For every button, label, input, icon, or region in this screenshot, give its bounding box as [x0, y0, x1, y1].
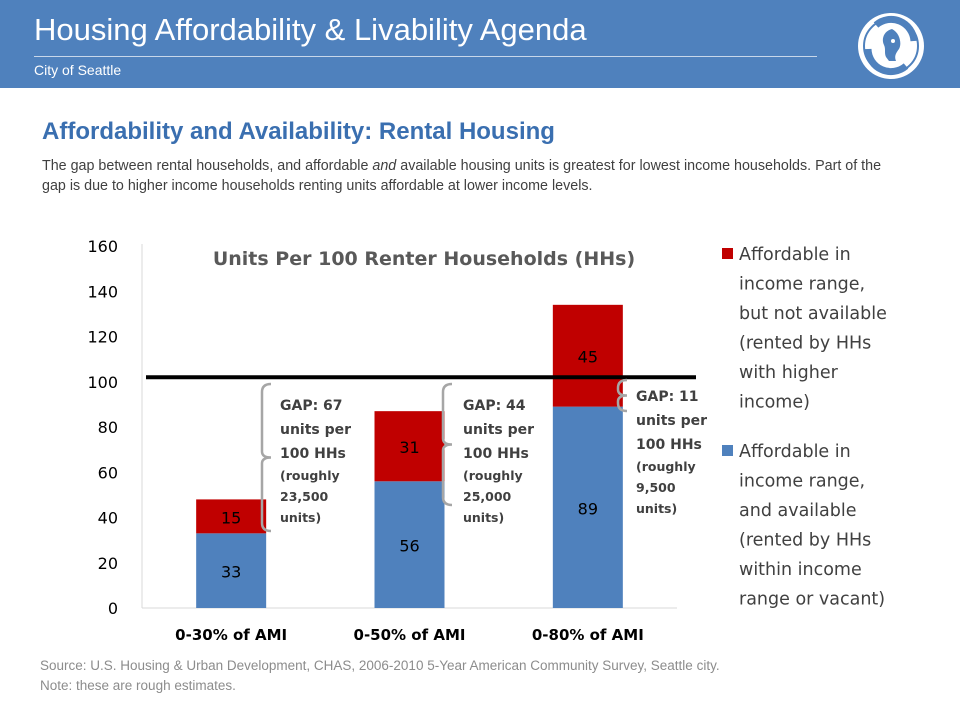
legend-label-line: within income	[739, 560, 862, 580]
legend-label-line: income range,	[739, 472, 865, 492]
legend-label-line: Affordable in	[739, 442, 851, 462]
gap-brace	[616, 378, 628, 413]
gap-brace	[441, 382, 453, 507]
gap-annotation-line: 100 HHs	[636, 437, 702, 453]
y-tick-label: 0	[108, 599, 118, 618]
header-title: Housing Affordability & Livability Agend…	[34, 12, 587, 47]
intro-text-end: available housing units is greatest for …	[42, 158, 882, 194]
gap-annotation-line: (roughly	[636, 459, 696, 474]
header-divider	[34, 56, 817, 57]
y-tick-label: 20	[98, 554, 118, 573]
gap-annotation-line: GAP: 44	[463, 398, 526, 414]
gap-annotation-line: units)	[463, 510, 504, 525]
legend-swatch	[722, 445, 733, 456]
y-tick-label: 40	[98, 509, 118, 528]
x-category-label: 0-30% of AMI	[175, 626, 287, 644]
legend-swatch	[722, 248, 733, 259]
legend-label-line: income range,	[739, 275, 865, 295]
bar-data-label: 56	[399, 537, 419, 556]
legend-label-line: (rented by HHs	[739, 334, 871, 354]
intro-text-start: The gap between rental households, and a…	[42, 158, 373, 174]
legend-label-line: Affordable in	[739, 245, 851, 265]
bar-segment-not-available	[552, 304, 623, 407]
slide-title: Affordability and Availability: Rental H…	[42, 118, 555, 145]
gap-annotation-line: 25,000	[463, 489, 512, 504]
y-tick-label: 120	[87, 328, 118, 347]
chart-title: Units Per 100 Renter Households (HHs)	[213, 248, 635, 270]
header-subtitle: City of Seattle	[34, 62, 122, 78]
bar-data-label: 31	[399, 438, 419, 457]
bar-data-label: 15	[221, 508, 241, 527]
bar-data-label: 89	[578, 499, 598, 518]
gap-annotation-line: units per	[463, 422, 534, 438]
bar-segment-available	[196, 533, 267, 608]
y-tick-label: 80	[98, 418, 118, 437]
bar-data-label: 45	[578, 348, 598, 367]
legend-label-line: but not available	[739, 304, 887, 324]
legend-label-line: (rented by HHs	[739, 531, 871, 551]
gap-annotation-line: GAP: 67	[280, 398, 343, 414]
legend-label-line: with higher	[739, 363, 839, 383]
legend-label-line: income)	[739, 393, 810, 413]
gap-annotation-line: 23,500	[280, 489, 329, 504]
intro-text-emphasis: and	[372, 158, 397, 174]
y-tick-label: 160	[87, 237, 118, 256]
gap-annotation-line: 100 HHs	[463, 446, 529, 462]
gap-annotation-line: units)	[636, 501, 677, 516]
gap-annotation-line: units per	[636, 413, 707, 429]
y-tick-label: 60	[98, 463, 118, 482]
gap-annotation-line: units per	[280, 422, 351, 438]
intro-paragraph: The gap between rental households, and a…	[42, 156, 892, 196]
city-seal-logo	[858, 13, 924, 79]
x-category-label: 0-50% of AMI	[354, 626, 466, 644]
bar-segment-not-available	[196, 499, 267, 534]
gap-annotation-line: units)	[280, 510, 321, 525]
x-category-label: 0-80% of AMI	[532, 626, 644, 644]
bar-segment-available	[374, 481, 445, 608]
y-tick-label: 100	[87, 373, 118, 392]
gap-annotation-line: GAP: 11	[636, 389, 699, 405]
bar-segment-available	[552, 406, 623, 608]
gap-annotation-line: (roughly	[280, 468, 340, 483]
bar-segment-not-available	[374, 411, 445, 482]
source-note: Source: U.S. Housing & Urban Development…	[40, 658, 720, 673]
y-tick-label: 140	[87, 282, 118, 301]
gap-annotation-line: (roughly	[463, 468, 523, 483]
footer: Source: U.S. Housing & Urban Development…	[40, 656, 720, 696]
gap-annotation-line: 100 HHs	[280, 446, 346, 462]
legend-label-line: and available	[739, 501, 856, 521]
header-bar: Housing Affordability & Livability Agend…	[0, 0, 960, 88]
estimate-note: Note: these are rough estimates.	[40, 678, 236, 693]
gap-brace	[260, 382, 272, 533]
legend-label-line: range or vacant)	[739, 590, 885, 610]
stacked-bar-chart: Units Per 100 Renter Households (HHs) 0 20…	[87, 237, 887, 644]
bar-data-label: 33	[221, 563, 241, 582]
gap-annotation-line: 9,500	[636, 480, 676, 495]
